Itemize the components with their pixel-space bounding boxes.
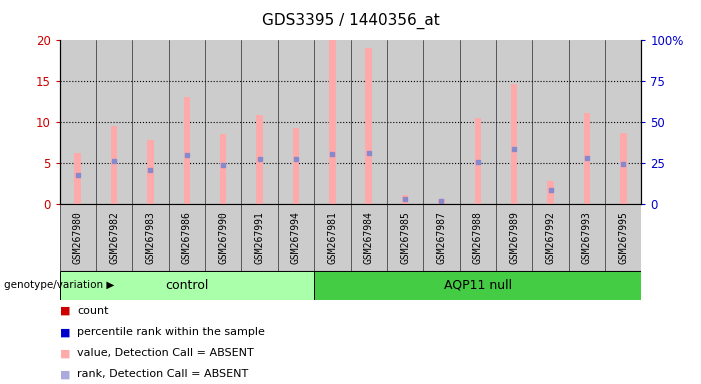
Text: ■: ■: [60, 348, 70, 358]
Text: GSM267993: GSM267993: [582, 211, 592, 263]
Bar: [314, 271, 641, 300]
Text: AQP11 null: AQP11 null: [444, 279, 512, 291]
Bar: [350, 40, 387, 204]
Bar: [387, 40, 423, 204]
Text: GSM267989: GSM267989: [509, 211, 519, 263]
Bar: [423, 40, 460, 204]
Bar: [60, 271, 314, 300]
Text: GSM267983: GSM267983: [146, 211, 156, 263]
Bar: [147, 140, 154, 204]
Bar: [569, 40, 605, 204]
Bar: [60, 40, 96, 204]
Text: value, Detection Call = ABSENT: value, Detection Call = ABSENT: [77, 348, 254, 358]
Bar: [111, 126, 117, 204]
Bar: [220, 134, 226, 204]
Bar: [365, 48, 372, 204]
Text: GSM267990: GSM267990: [218, 211, 229, 263]
Bar: [511, 84, 517, 204]
Text: percentile rank within the sample: percentile rank within the sample: [77, 327, 265, 337]
Bar: [293, 127, 299, 204]
Bar: [329, 40, 336, 204]
Bar: [475, 118, 481, 204]
Text: rank, Detection Call = ABSENT: rank, Detection Call = ABSENT: [77, 369, 248, 379]
Text: GDS3395 / 1440356_at: GDS3395 / 1440356_at: [261, 13, 440, 29]
Bar: [496, 40, 532, 204]
Bar: [402, 195, 408, 204]
Text: GSM267984: GSM267984: [364, 211, 374, 263]
Text: ■: ■: [60, 369, 70, 379]
Bar: [547, 182, 554, 204]
Bar: [205, 40, 241, 204]
Text: GSM267981: GSM267981: [327, 211, 337, 263]
Bar: [74, 153, 81, 204]
Bar: [314, 40, 350, 204]
Text: GSM267986: GSM267986: [182, 211, 192, 263]
Text: GSM267995: GSM267995: [618, 211, 628, 263]
Text: GSM267985: GSM267985: [400, 211, 410, 263]
Text: GSM267987: GSM267987: [437, 211, 447, 263]
Text: control: control: [165, 279, 209, 291]
Bar: [460, 40, 496, 204]
Text: count: count: [77, 306, 109, 316]
Bar: [605, 40, 641, 204]
Text: GSM267991: GSM267991: [254, 211, 264, 263]
Bar: [184, 98, 190, 204]
Text: GSM267992: GSM267992: [545, 211, 555, 263]
Bar: [532, 40, 569, 204]
Text: GSM267994: GSM267994: [291, 211, 301, 263]
Bar: [132, 40, 169, 204]
Text: GSM267982: GSM267982: [109, 211, 119, 263]
Text: GSM267980: GSM267980: [73, 211, 83, 263]
Bar: [584, 113, 590, 204]
Bar: [257, 115, 263, 204]
Text: genotype/variation ▶: genotype/variation ▶: [4, 280, 114, 290]
Bar: [96, 40, 132, 204]
Bar: [438, 199, 444, 204]
Bar: [241, 40, 278, 204]
Bar: [620, 132, 627, 204]
Text: GSM267988: GSM267988: [472, 211, 483, 263]
Text: ■: ■: [60, 306, 70, 316]
Bar: [278, 40, 314, 204]
Text: ■: ■: [60, 327, 70, 337]
Bar: [169, 40, 205, 204]
